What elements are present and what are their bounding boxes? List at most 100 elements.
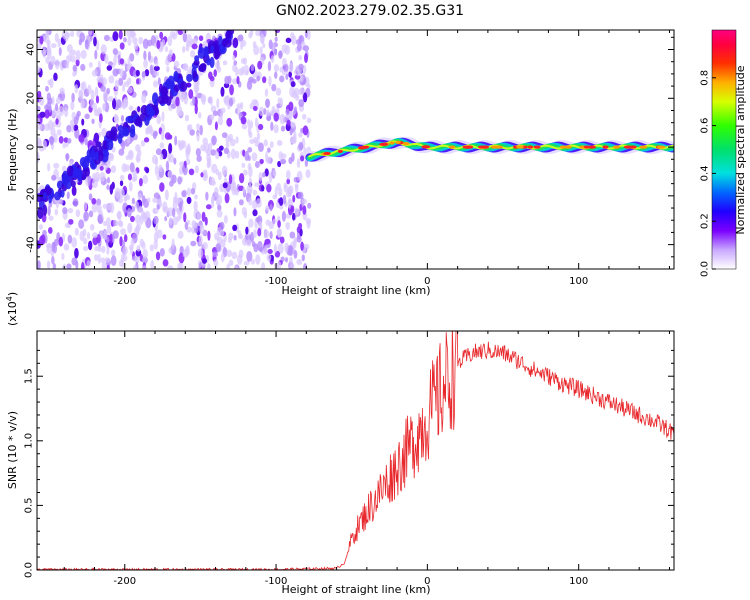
noise-blob	[276, 140, 283, 146]
noise-blob	[231, 251, 238, 260]
noise-blob	[234, 189, 239, 196]
noise-blob	[246, 250, 253, 262]
noise-blob	[232, 224, 238, 232]
noise-blob	[248, 197, 252, 206]
noise-blob	[188, 124, 193, 131]
noise-blob	[186, 196, 192, 205]
noise-blob	[228, 174, 233, 185]
noise-blob	[223, 147, 230, 155]
noise-blob	[120, 114, 125, 122]
noise-blob	[167, 35, 173, 47]
noise-blob	[62, 207, 68, 215]
noise-blob	[178, 110, 184, 117]
noise-blob	[302, 45, 310, 52]
noise-blob	[237, 230, 242, 239]
noise-blob	[274, 186, 278, 197]
noise-blob	[45, 85, 49, 92]
noise-blob	[221, 165, 228, 176]
noise-blob	[298, 222, 303, 230]
noise-blob	[72, 64, 77, 72]
noise-blob	[78, 90, 84, 100]
noise-blob	[279, 75, 285, 83]
noise-blob	[134, 201, 139, 209]
noise-blob	[259, 46, 263, 55]
streak-blob	[81, 159, 90, 169]
noise-blob	[215, 168, 220, 176]
noise-blob	[127, 57, 131, 67]
noise-blob	[173, 157, 177, 165]
noise-blob	[207, 157, 212, 167]
noise-blob	[252, 105, 258, 112]
noise-blob	[88, 61, 93, 68]
noise-blob	[171, 238, 175, 250]
noise-blob	[98, 113, 103, 123]
noise-blob	[47, 43, 51, 54]
noise-blob	[177, 230, 184, 239]
noise-blob	[106, 264, 110, 269]
noise-blob	[242, 169, 248, 176]
noise-blob	[83, 237, 88, 245]
noise-blob	[302, 205, 307, 215]
noise-blob	[168, 217, 173, 226]
noise-blob	[132, 37, 138, 45]
signal-peak	[656, 145, 666, 149]
noise-blob	[100, 257, 106, 264]
noise-blob	[226, 117, 233, 127]
noise-blob	[294, 95, 300, 101]
noise-blob	[264, 88, 269, 97]
noise-blob	[101, 245, 106, 254]
noise-blob	[196, 131, 200, 142]
noise-blob	[268, 75, 272, 87]
noise-blob	[50, 55, 56, 65]
noise-blob	[285, 169, 291, 180]
noise-blob	[229, 84, 234, 96]
streak-blob	[117, 125, 124, 132]
noise-blob	[105, 217, 111, 227]
noise-blob	[288, 245, 294, 257]
noise-blob	[289, 262, 295, 269]
noise-blob	[256, 75, 260, 82]
noise-blob	[156, 115, 162, 125]
streak-blob	[173, 84, 180, 93]
signal-peak	[559, 145, 567, 149]
noise-blob	[121, 140, 126, 151]
noise-blob	[281, 69, 287, 76]
noise-blob	[75, 49, 81, 61]
snr-frame	[36, 330, 675, 571]
noise-blob	[199, 124, 203, 136]
noise-blob	[216, 98, 220, 109]
noise-blob	[141, 71, 146, 78]
noise-blob	[196, 155, 202, 162]
noise-blob	[74, 84, 79, 94]
noise-blob	[155, 148, 162, 156]
noise-blob	[165, 160, 170, 172]
streak-blob	[186, 73, 193, 83]
streak-blob	[173, 70, 179, 82]
noise-blob	[143, 137, 150, 143]
noise-blob	[133, 174, 138, 182]
spectrogram-marks	[37, 30, 674, 269]
noise-blob	[112, 219, 117, 227]
noise-blob	[224, 75, 230, 85]
noise-blob	[221, 132, 228, 139]
noise-blob	[171, 207, 176, 218]
noise-blob	[205, 204, 212, 210]
noise-blob	[120, 228, 127, 236]
noise-blob	[79, 32, 86, 43]
noise-blob	[299, 228, 303, 237]
noise-blob	[265, 98, 270, 109]
y-tick-label: -20	[26, 188, 37, 204]
noise-blob	[254, 161, 260, 168]
noise-blob	[193, 200, 198, 212]
noise-blob	[293, 106, 298, 114]
colorbar	[711, 29, 737, 270]
noise-blob	[90, 97, 94, 109]
noise-blob	[64, 107, 69, 118]
noise-blob	[104, 54, 109, 64]
noise-blob	[117, 210, 122, 221]
noise-blob	[53, 72, 58, 82]
noise-blob	[65, 32, 71, 38]
noise-blob	[37, 66, 41, 73]
noise-blob	[69, 55, 76, 63]
noise-blob	[125, 155, 130, 161]
